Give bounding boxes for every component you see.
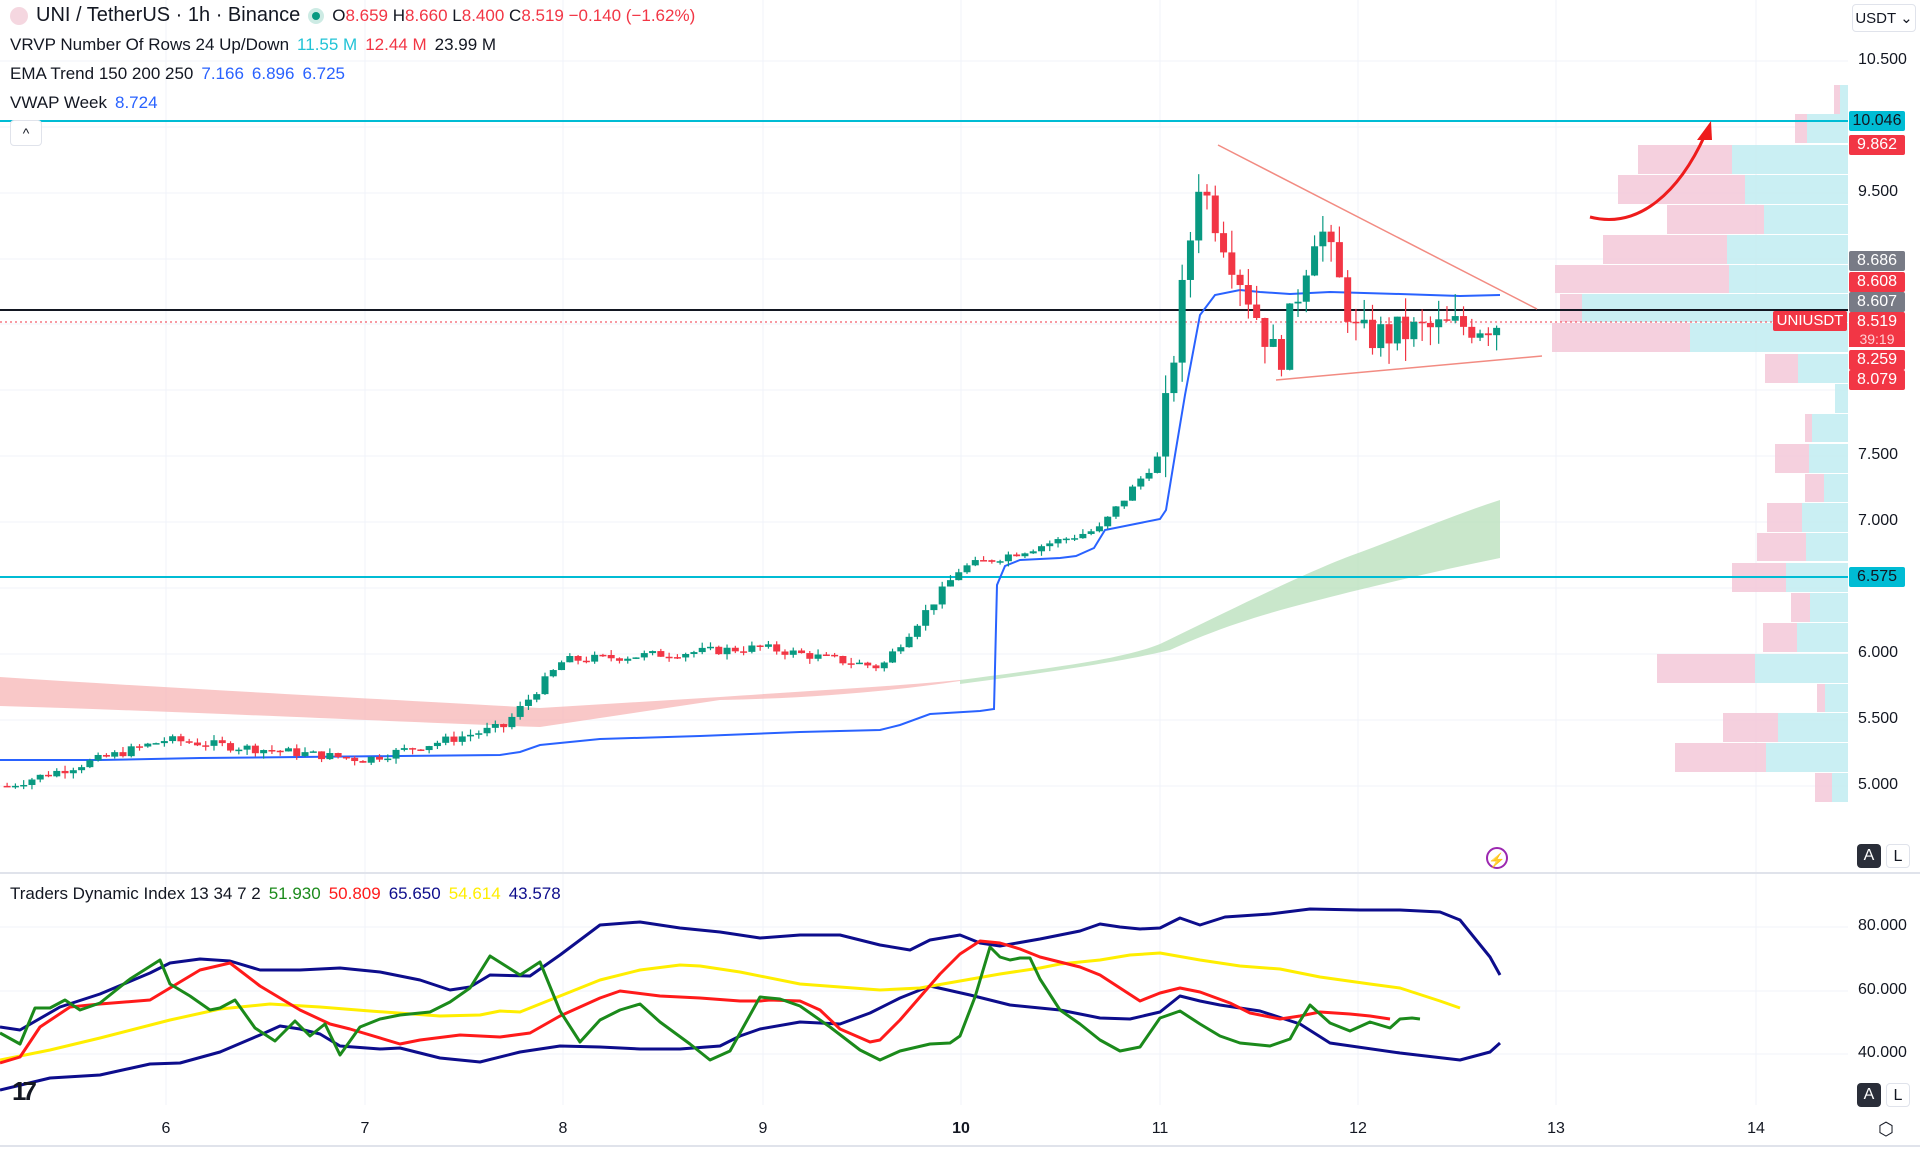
time-tick: 9 [758,1120,768,1137]
vwap-legend[interactable]: VWAP Week 8.724 [10,93,158,113]
price-tick: 5.000 [1858,776,1899,793]
tdi-upper-band [0,907,1502,1032]
bullish-arrow-annotation [1589,134,1707,221]
time-tick: 8 [558,1120,568,1137]
tdi-tick: 60.000 [1858,981,1907,998]
grid [0,0,1848,1105]
candles [3,174,1501,790]
price-tick: 7.000 [1858,512,1899,529]
tdi-lines [0,907,1502,1092]
vrvp-down-value: 12.44 M [365,35,427,54]
price-tag: 8.079 [1849,370,1905,390]
tdi-legend[interactable]: Traders Dynamic Index 13 34 7 2 51.930 5… [10,884,561,904]
support-price-tag: 6.575 [1849,567,1905,587]
price-tag: 9.862 [1849,135,1905,155]
lightning-event-icon[interactable]: ⚡ [1486,847,1508,869]
vrvp-label: VRVP Number Of Rows 24 Up/Down [10,35,290,54]
tdi-market-base-line [0,951,1461,1062]
tdi-signal-value: 50.809 [328,884,381,903]
price-tick: 10.500 [1858,51,1907,68]
price-tick: 5.500 [1858,710,1899,727]
log-scale-button-tdi[interactable]: L [1886,1083,1910,1107]
vwap-value: 8.724 [115,93,158,112]
tdi-signal-line [0,939,1391,1065]
market-status-icon [308,7,325,24]
time-tick: 7 [360,1120,370,1137]
symbol-logo-icon [10,6,28,25]
vwap-line [0,288,1501,761]
collapse-legend-button[interactable]: ^ [10,120,42,146]
currency-label: USDT [1855,10,1896,27]
vrvp-legend[interactable]: VRVP Number Of Rows 24 Up/Down 11.55 M 1… [10,35,496,55]
chevron-down-icon: ⌄ [1900,10,1913,27]
tdi-mid-value: 54.614 [448,884,501,903]
vwap-label: VWAP Week [10,93,107,112]
ema-legend[interactable]: EMA Trend 150 200 250 7.166 6.896 6.725 [10,64,345,84]
volume-profile [1552,85,1848,802]
triangle-pattern [1217,144,1543,381]
auto-scale-button-tdi[interactable]: A [1857,1083,1881,1107]
ohlc-values: O8.659 H8.660 L8.400 C8.519 −0.140 (−1.6… [332,5,696,25]
chevron-up-icon: ^ [22,125,30,141]
tdi-lower-value: 43.578 [508,884,561,903]
tdi-rsi-value: 51.930 [268,884,321,903]
tradingview-logo-icon: 17 [12,1076,37,1106]
tdi-tick: 40.000 [1858,1044,1907,1061]
price-tick: 6.000 [1858,644,1899,661]
auto-scale-button[interactable]: A [1857,844,1881,868]
vrvp-total-value: 23.99 M [434,35,497,54]
tdi-rsi-line [0,945,1421,1062]
ema-cloud-bearish [0,677,960,727]
resistance-price-tag: 10.046 [1849,111,1905,131]
tdi-tick: 80.000 [1858,917,1907,934]
current-price-tag: 8.519 [1849,312,1905,332]
settings-gear-icon[interactable]: ⬡ [1878,1119,1894,1139]
symbol-legend[interactable]: UNI / TetherUS · 1h · Binance O8.659 H8.… [10,4,695,27]
time-tick: 12 [1349,1120,1367,1137]
price-tag: 8.686 [1849,251,1905,271]
price-tick: 7.500 [1858,446,1899,463]
ema-250-value: 6.725 [302,64,345,83]
price-tag: 8.259 [1849,350,1905,370]
ema-200-value: 6.896 [251,64,295,83]
tdi-lower-band [0,984,1502,1092]
time-tick: 6 [161,1120,171,1137]
time-tick: 13 [1547,1120,1565,1137]
symbol-price-label: UNIUSDT [1773,311,1847,331]
time-tick: 14 [1747,1120,1765,1137]
level-price-tag: 8.607 [1849,292,1905,312]
ema-150-value: 7.166 [201,64,244,83]
price-tick: 9.500 [1858,183,1899,200]
ema-cloud-bullish [960,500,1500,684]
tdi-label: Traders Dynamic Index 13 34 7 2 [10,884,261,903]
currency-selector[interactable]: USDT ⌄ [1852,4,1916,32]
time-tick: 10 [952,1120,970,1137]
ema-label: EMA Trend 150 200 250 [10,64,194,83]
log-scale-button[interactable]: L [1886,844,1910,868]
candle-countdown: 39:19 [1849,331,1905,347]
time-tick: 11 [1151,1120,1169,1137]
tdi-upper-value: 65.650 [388,884,441,903]
price-tag: 8.608 [1849,272,1905,292]
symbol-title[interactable]: UNI / TetherUS · 1h · Binance [36,4,301,26]
vrvp-up-value: 11.55 M [297,35,358,54]
